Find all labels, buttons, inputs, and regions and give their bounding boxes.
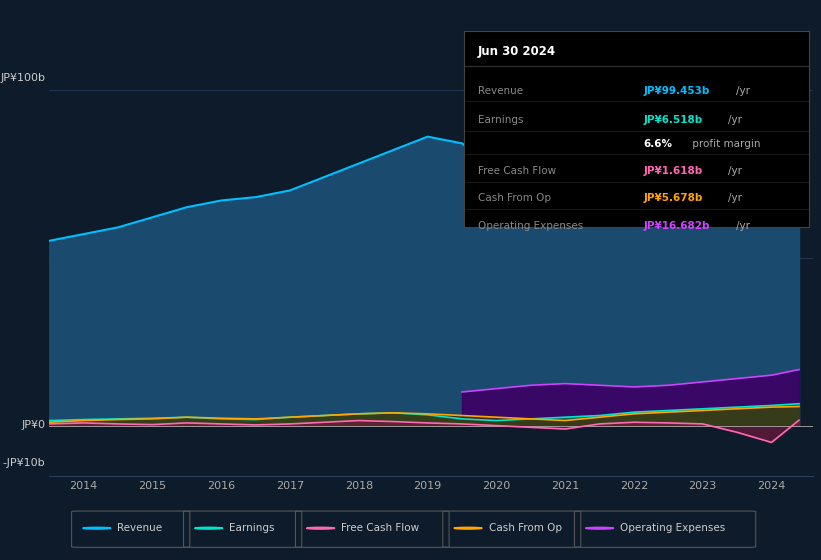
- Text: Revenue: Revenue: [117, 523, 163, 533]
- Text: Free Cash Flow: Free Cash Flow: [342, 523, 420, 533]
- Circle shape: [83, 528, 111, 529]
- Text: Earnings: Earnings: [478, 115, 523, 125]
- Text: JP¥100b: JP¥100b: [1, 73, 45, 83]
- Text: /yr: /yr: [736, 221, 750, 231]
- Text: JP¥16.682b: JP¥16.682b: [643, 221, 709, 231]
- Text: Jun 30 2024: Jun 30 2024: [478, 45, 556, 58]
- Circle shape: [306, 528, 335, 529]
- Circle shape: [585, 528, 614, 529]
- Text: JP¥6.518b: JP¥6.518b: [643, 115, 703, 125]
- Text: profit margin: profit margin: [689, 139, 760, 148]
- Text: JP¥0: JP¥0: [21, 420, 45, 430]
- Circle shape: [195, 528, 223, 529]
- Text: /yr: /yr: [728, 194, 742, 203]
- Text: /yr: /yr: [728, 166, 742, 176]
- Text: JP¥5.678b: JP¥5.678b: [643, 194, 703, 203]
- Text: Cash From Op: Cash From Op: [488, 523, 562, 533]
- Text: /yr: /yr: [728, 115, 742, 125]
- Text: Operating Expenses: Operating Expenses: [620, 523, 726, 533]
- Text: 6.6%: 6.6%: [643, 139, 672, 148]
- Text: -JP¥10b: -JP¥10b: [2, 458, 45, 468]
- Text: JP¥1.618b: JP¥1.618b: [643, 166, 703, 176]
- Text: Cash From Op: Cash From Op: [478, 194, 551, 203]
- Text: /yr: /yr: [736, 86, 750, 96]
- Text: Earnings: Earnings: [229, 523, 275, 533]
- Text: Operating Expenses: Operating Expenses: [478, 221, 583, 231]
- Text: Revenue: Revenue: [478, 86, 523, 96]
- Text: Free Cash Flow: Free Cash Flow: [478, 166, 556, 176]
- Text: JP¥99.453b: JP¥99.453b: [643, 86, 709, 96]
- Circle shape: [454, 528, 482, 529]
